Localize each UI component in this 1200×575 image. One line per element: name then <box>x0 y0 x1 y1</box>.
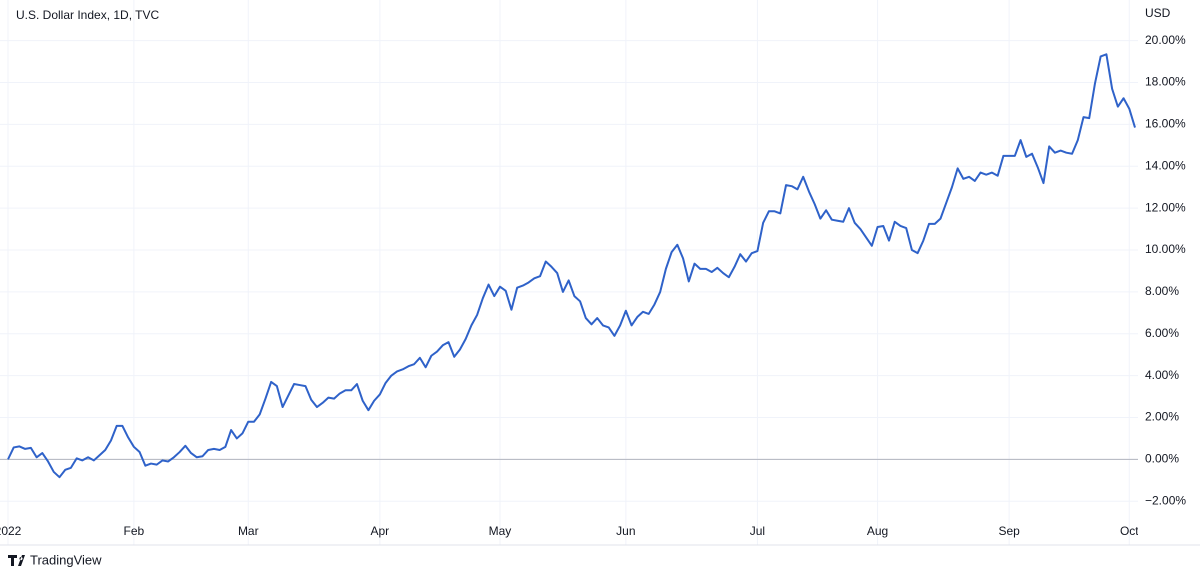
brand-logo: TradingView <box>8 552 102 567</box>
y-tick-label: 16.00% <box>1145 117 1186 131</box>
x-tick-label: Apr <box>371 524 390 538</box>
y-tick-label: 4.00% <box>1145 368 1179 382</box>
y-tick-label: 2.00% <box>1145 410 1179 424</box>
y-tick-label: 20.00% <box>1145 33 1186 47</box>
y-tick-label: −2.00% <box>1145 493 1186 507</box>
chart-title: U.S. Dollar Index, 1D, TVC <box>16 8 159 22</box>
x-tick-label: 2022 <box>0 524 22 538</box>
brand-name: TradingView <box>30 552 102 567</box>
x-tick-label: Jul <box>750 524 765 538</box>
price-axis-panel <box>1138 0 1200 545</box>
x-tick-label: Jun <box>616 524 635 538</box>
y-tick-label: 12.00% <box>1145 200 1186 214</box>
axis-unit: USD <box>1145 6 1171 20</box>
x-tick-label: Sep <box>998 524 1020 538</box>
x-tick-label: Oct <box>1120 524 1139 538</box>
y-tick-label: 6.00% <box>1145 326 1179 340</box>
y-tick-label: 18.00% <box>1145 75 1186 89</box>
y-tick-label: 10.00% <box>1145 242 1186 256</box>
x-tick-label: Feb <box>124 524 145 538</box>
y-tick-label: 0.00% <box>1145 452 1179 466</box>
x-tick-label: May <box>489 524 512 538</box>
plot-area: 2022 Feb Mar Apr May Jun Jul Aug Sep Oct <box>0 0 1139 545</box>
price-axis: −2.00% 0.00% 2.00% 4.00% 6.00% 8.00% 10.00% 12.… <box>1145 33 1186 508</box>
x-tick-label: Aug <box>867 524 888 538</box>
price-line <box>7 53 1136 479</box>
logo-icon <box>8 555 25 566</box>
y-tick-label: 14.00% <box>1145 158 1186 172</box>
x-tick-label: Mar <box>238 524 259 538</box>
y-tick-label: 8.00% <box>1145 284 1179 298</box>
